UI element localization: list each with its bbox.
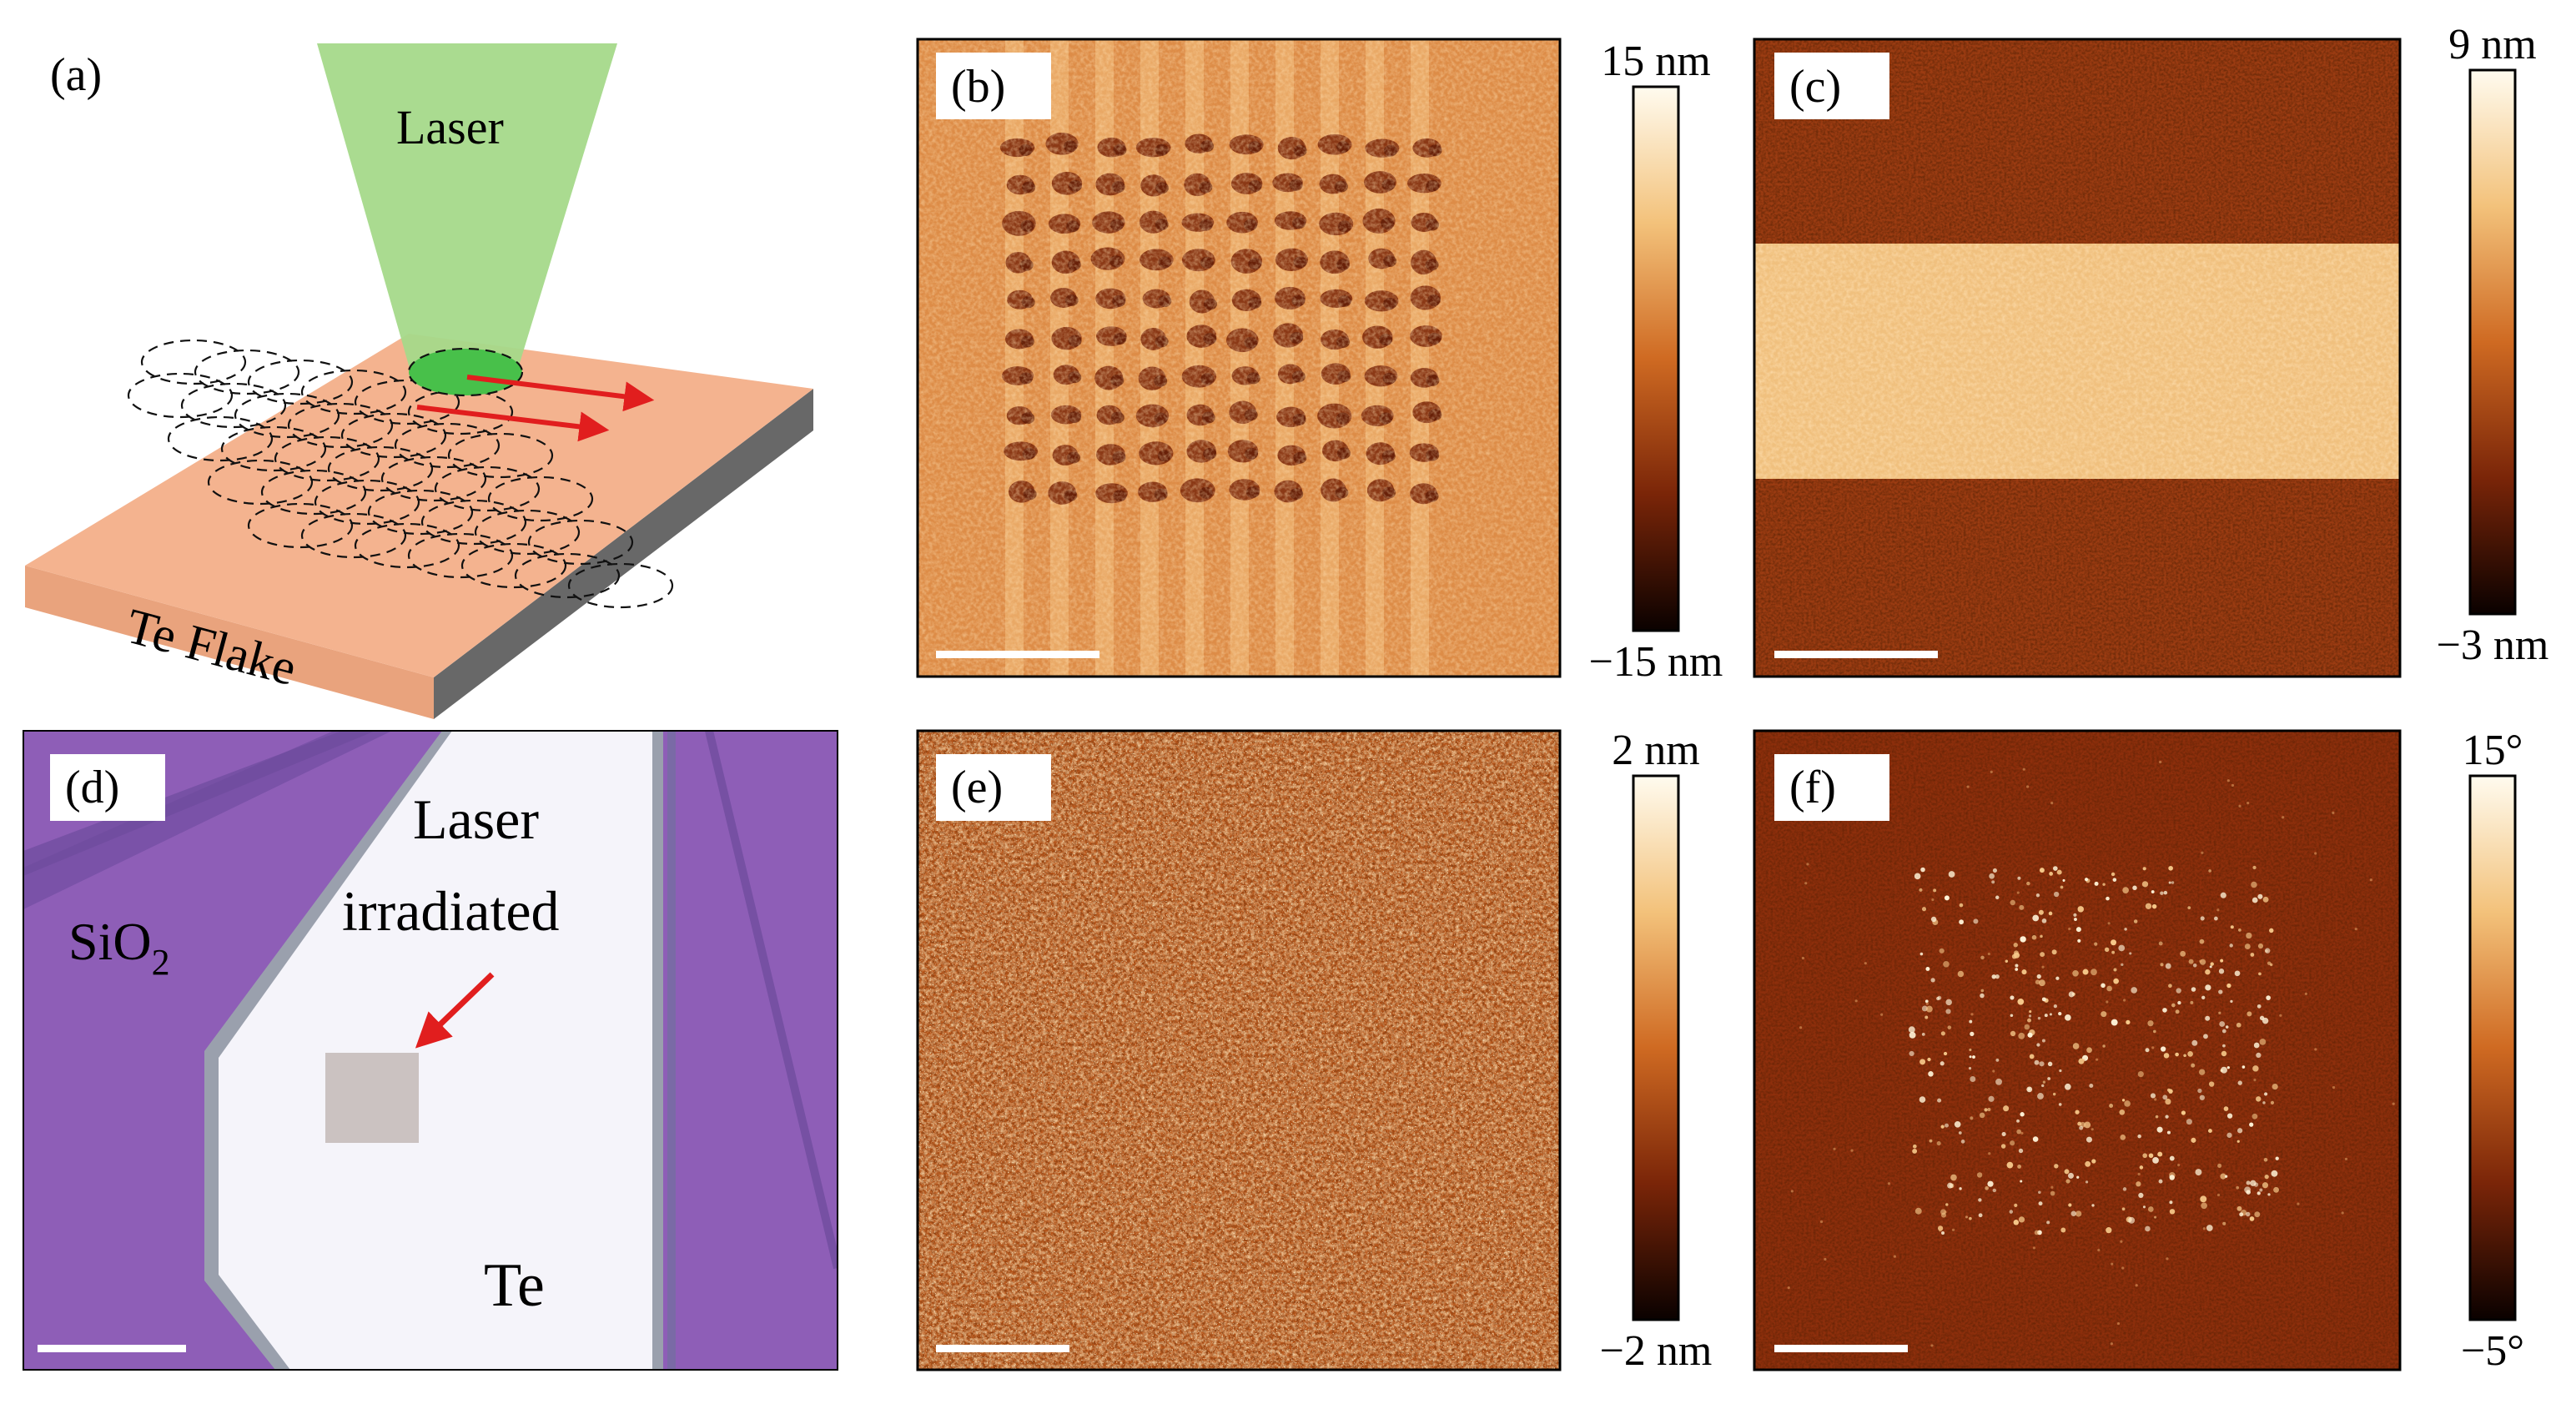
panel-b: (b) 15 nm −15 nm — [916, 38, 1723, 686]
te-label: Te — [484, 1251, 545, 1320]
colorbar-f-max: 15° — [2463, 727, 2523, 774]
colorbar-b-max: 15 nm — [1601, 38, 1710, 85]
colorbar-c-min: −3 nm — [2437, 621, 2549, 669]
panel-d-label-box — [50, 754, 165, 821]
laser-label: Laser — [396, 100, 504, 154]
panel-e: (e) 2 nm −2 nm — [916, 727, 1713, 1375]
colorbar-c — [2468, 68, 2517, 616]
colorbar-e-max: 2 nm — [1612, 727, 1699, 774]
flake-top-face — [25, 334, 813, 677]
panel-f-label: (f) — [1789, 762, 1836, 813]
sio2-label: SiO2 — [68, 912, 170, 983]
panel-f-label-box — [1774, 754, 1889, 821]
panel-d-label: (d) — [65, 762, 119, 813]
scale-bar-c — [1774, 651, 1938, 658]
panel-f: (f) 15° −5° — [1753, 727, 2524, 1375]
flake-side-face — [434, 389, 813, 719]
laser-irradiated-line2: irradiated — [342, 879, 560, 943]
laser-spot — [407, 347, 524, 397]
colorbar-f-min: −5° — [2461, 1327, 2524, 1375]
panel-c-label: (c) — [1789, 61, 1841, 113]
colorbar-c-max: 9 nm — [2448, 21, 2536, 68]
scale-bar-f — [1774, 1345, 1908, 1352]
colorbar-b — [1632, 85, 1680, 632]
scan-arrow-2 — [416, 405, 610, 442]
scale-bar-b — [936, 651, 1099, 658]
colorbar-f — [2468, 774, 2517, 1321]
panel-e-label: (e) — [951, 762, 1003, 813]
panel-e-label-box — [936, 754, 1051, 821]
panel-d: (d) SiO2 Laser irradiated Te — [23, 730, 838, 1371]
panel-a-label: (a) — [50, 49, 102, 101]
panel-a: (a) Laser Te Flake — [25, 43, 813, 719]
te-flake — [219, 731, 652, 1370]
panel-c-label-box — [1774, 53, 1889, 119]
colorbar-b-min: −15 nm — [1589, 638, 1723, 686]
panel-b-label-box — [936, 53, 1051, 119]
laser-beam — [317, 43, 617, 371]
irradiated-square — [325, 1053, 419, 1143]
scale-bar-d — [38, 1345, 186, 1352]
panel-c: (c) 9 nm −3 nm — [1753, 21, 2549, 678]
laser-irradiated-line1: Laser — [413, 788, 539, 851]
colorbar-e-min: −2 nm — [1600, 1327, 1713, 1375]
scan-spot-circles — [127, 339, 674, 609]
flake-front-face — [25, 566, 434, 719]
irradiated-arrow — [415, 972, 495, 1049]
panel-b-label: (b) — [951, 61, 1005, 113]
scale-bar-e — [936, 1345, 1069, 1352]
colorbar-e — [1632, 774, 1680, 1321]
scan-arrow-1 — [466, 375, 655, 412]
